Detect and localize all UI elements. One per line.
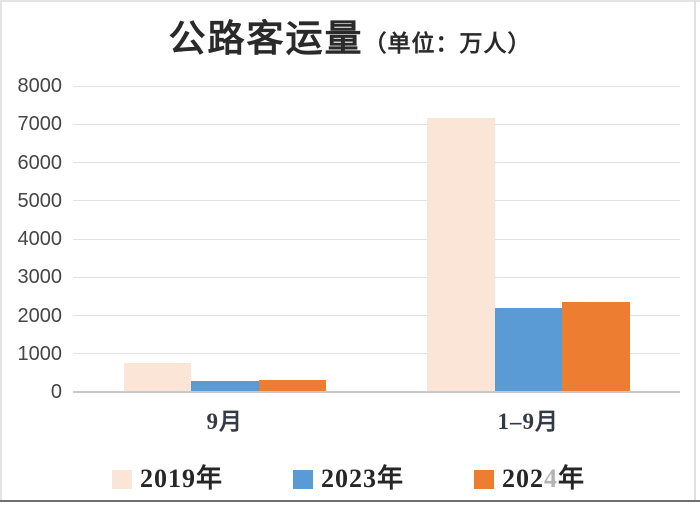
y-tick-label-2000: 2000 <box>17 304 63 327</box>
bar-2023年-9月 <box>191 381 259 391</box>
y-tick-label-4000: 4000 <box>17 228 63 250</box>
y-tick-label-1000: 1000 <box>17 342 63 365</box>
slide-border-left <box>0 0 2 500</box>
y-tick-label-6000: 6000 <box>17 151 63 174</box>
legend-swatch-2019 <box>112 469 132 489</box>
gridline-3000 <box>73 276 680 278</box>
bar-2023年-1–9月 <box>494 308 562 391</box>
x-axis-line <box>73 391 680 393</box>
slide-bottom-rule <box>0 500 700 502</box>
chart-title-main: 公路客运量 <box>168 19 364 60</box>
x-tick-label-1–9月: 1–9月 <box>497 409 559 434</box>
y-tick-label-5000: 5000 <box>17 189 63 212</box>
bar-2024年-1–9月 <box>562 301 630 391</box>
y-tick-label-8000: 8000 <box>17 75 63 97</box>
legend-label-2019: 2019年 <box>140 464 224 493</box>
gridline-6000 <box>73 162 680 163</box>
chart-title-unit: （单位：万人） <box>363 31 532 56</box>
y-tick-label-3000: 3000 <box>17 266 63 289</box>
plot-area: 0 1000 2000 3000 4000 5000 6000 7000 8000 9月 1–9月 <box>18 75 680 434</box>
gridline-7000 <box>73 123 680 125</box>
slide-border-right <box>694 0 696 500</box>
gridline-8000 <box>73 85 680 87</box>
bar-2019年-1–9月 <box>427 117 495 391</box>
y-tick-label-7000: 7000 <box>17 113 63 136</box>
legend-swatch-2024 <box>474 469 495 489</box>
legend: 2019年 2023年 2024年 <box>112 466 585 492</box>
legend-swatch-2023 <box>293 469 314 489</box>
legend-label-2024: 2024年 <box>502 466 585 492</box>
legend-item-2023: 2023年 <box>293 466 404 492</box>
gridline-5000 <box>73 200 680 202</box>
legend-item-2019: 2019年 <box>112 466 223 492</box>
legend-label-2024-faded-digit: 4 <box>544 464 559 493</box>
gridline-2000 <box>73 315 680 316</box>
chart-title: 公路客运量（单位：万人） <box>0 8 700 62</box>
gridline-1000 <box>73 353 680 355</box>
legend-label-2024-post: 年 <box>558 464 586 493</box>
bar-2024年-9月 <box>258 379 326 391</box>
x-tick-label-9月: 9月 <box>206 409 243 434</box>
bar-2019年-9月 <box>123 363 191 391</box>
gridline-4000 <box>73 238 680 240</box>
legend-label-2024-pre: 202 <box>502 464 545 493</box>
slide-border-top <box>0 0 700 2</box>
y-tick-label-0: 0 <box>50 381 62 403</box>
legend-item-2024: 2024年 <box>474 466 585 492</box>
legend-label-2023: 2023年 <box>321 464 405 493</box>
